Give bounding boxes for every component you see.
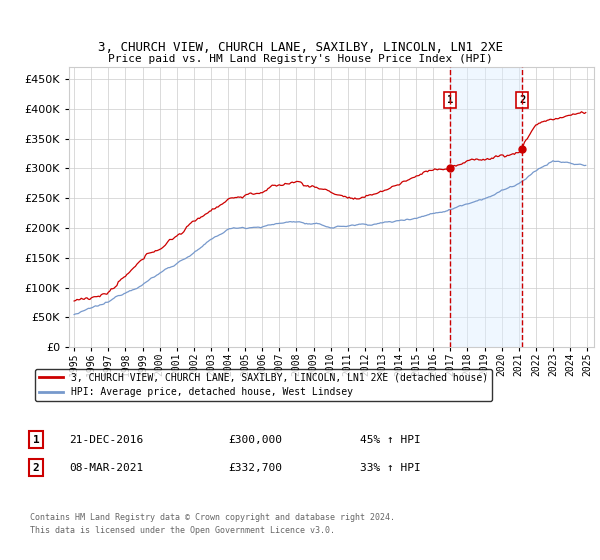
Text: 1: 1	[32, 435, 40, 445]
Text: 45% ↑ HPI: 45% ↑ HPI	[360, 435, 421, 445]
Text: 2: 2	[519, 95, 525, 105]
Text: Price paid vs. HM Land Registry's House Price Index (HPI): Price paid vs. HM Land Registry's House …	[107, 54, 493, 64]
Text: 1: 1	[447, 95, 453, 105]
Text: Contains HM Land Registry data © Crown copyright and database right 2024.: Contains HM Land Registry data © Crown c…	[30, 514, 395, 522]
Text: 21-DEC-2016: 21-DEC-2016	[69, 435, 143, 445]
Bar	[450, 67, 522, 347]
Text: £332,700: £332,700	[228, 463, 282, 473]
Text: £300,000: £300,000	[228, 435, 282, 445]
Text: 08-MAR-2021: 08-MAR-2021	[69, 463, 143, 473]
Legend: 3, CHURCH VIEW, CHURCH LANE, SAXILBY, LINCOLN, LN1 2XE (detached house), HPI: Av: 3, CHURCH VIEW, CHURCH LANE, SAXILBY, LI…	[35, 368, 492, 402]
Text: This data is licensed under the Open Government Licence v3.0.: This data is licensed under the Open Gov…	[30, 526, 335, 535]
Text: 3, CHURCH VIEW, CHURCH LANE, SAXILBY, LINCOLN, LN1 2XE: 3, CHURCH VIEW, CHURCH LANE, SAXILBY, LI…	[97, 41, 503, 54]
Text: 2: 2	[32, 463, 40, 473]
Text: 33% ↑ HPI: 33% ↑ HPI	[360, 463, 421, 473]
